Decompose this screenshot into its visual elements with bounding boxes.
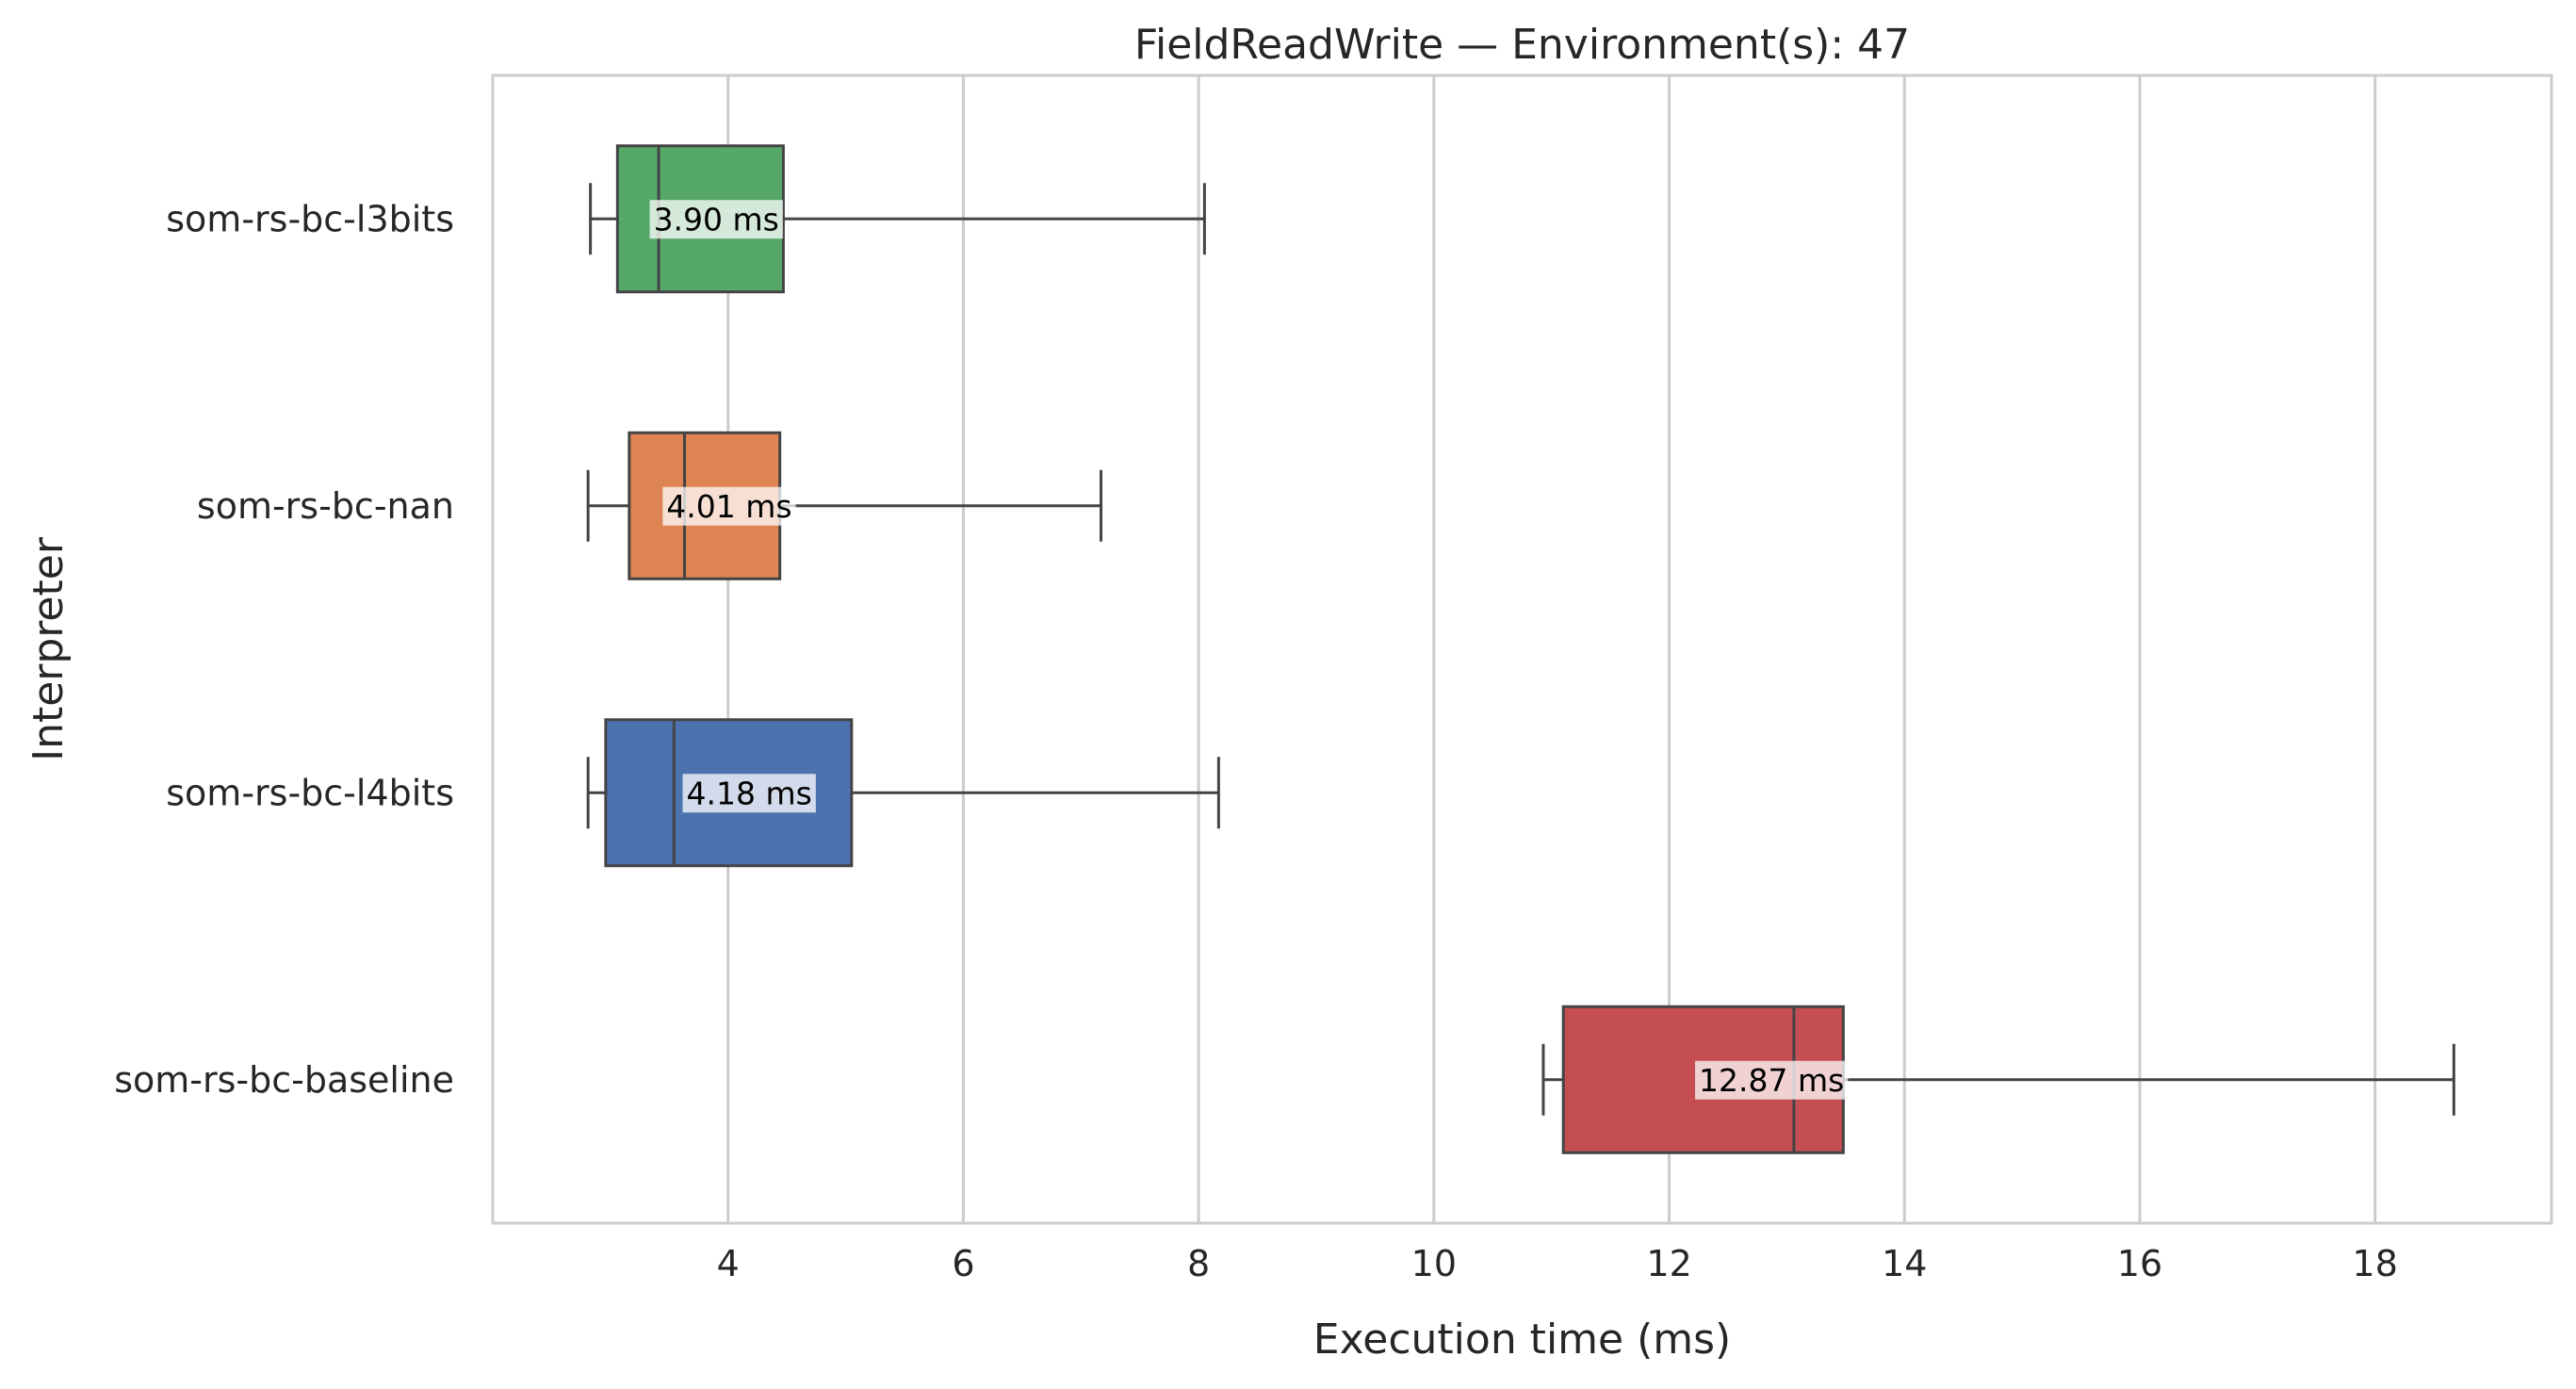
- x-tick-label: 18: [2353, 1243, 2398, 1284]
- x-tick-label: 12: [1646, 1243, 1691, 1284]
- y-category-label: som-rs-bc-baseline: [114, 1059, 454, 1101]
- mean-label-background: [1695, 1060, 1849, 1100]
- mean-label: 4.01 ms: [666, 488, 791, 525]
- grid-lines: [726, 75, 2377, 1223]
- mean-label: 3.90 ms: [654, 201, 779, 237]
- x-tick-label: 6: [952, 1243, 974, 1284]
- x-tick-label: 8: [1187, 1243, 1210, 1284]
- x-tick-label: 4: [717, 1243, 740, 1284]
- y-category-label: som-rs-bc-nan: [197, 485, 454, 527]
- box-som-rs-bc-l4bits: 4.18 ms: [586, 718, 1220, 868]
- y-category-label: som-rs-bc-l3bits: [166, 198, 454, 239]
- x-tick-label: 10: [1411, 1243, 1457, 1284]
- mean-label-background: [682, 774, 816, 813]
- y-axis-label: Interpreter: [24, 536, 73, 761]
- x-ticks: 4 6 8 10 12 14 16 18: [717, 1243, 2398, 1284]
- x-axis-label: Execution time (ms): [1313, 1315, 1731, 1364]
- box-som-rs-bc-baseline: 12.87 ms: [1541, 1005, 2455, 1154]
- x-tick-label: 14: [1882, 1243, 1927, 1284]
- x-tick-label: 16: [2117, 1243, 2162, 1284]
- box-som-rs-bc-nan: 4.01 ms: [586, 431, 1103, 580]
- mean-label-background: [649, 200, 783, 239]
- mean-label: 4.18 ms: [687, 775, 812, 811]
- y-category-label: som-rs-bc-l4bits: [166, 772, 454, 813]
- mean-label-background: [662, 486, 796, 526]
- chart-title: FieldReadWrite — Environment(s): 47: [1134, 21, 1910, 69]
- boxes: 3.90 ms 4.01 ms 4.18 ms 12.87 ms: [586, 144, 2455, 1154]
- mean-label: 12.87 ms: [1699, 1062, 1844, 1099]
- plot-frame: [491, 74, 2553, 1225]
- box-som-rs-bc-l3bits: 3.90 ms: [589, 144, 1206, 294]
- y-categories: som-rs-bc-l3bits som-rs-bc-nan som-rs-bc-l…: [114, 198, 454, 1101]
